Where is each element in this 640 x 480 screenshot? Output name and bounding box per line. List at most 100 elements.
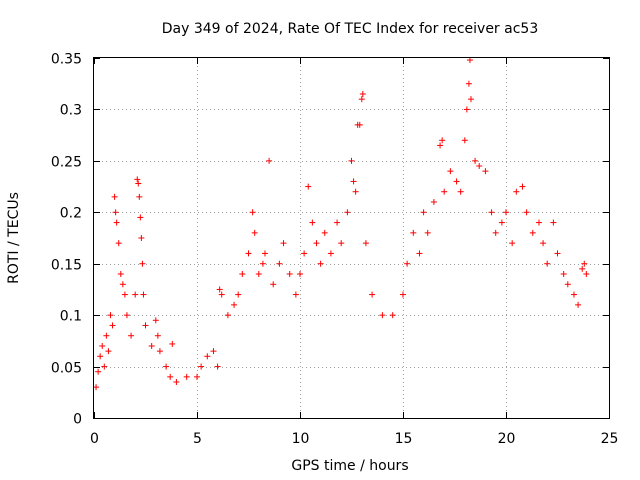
data-point (523, 209, 530, 216)
data-point (169, 340, 176, 347)
data-point (581, 260, 588, 267)
axis-ticks: 0 0.05 0.1 0.15 0.2 0.25 0.3 0.35 0 5 10 15 20 25 (51, 52, 619, 448)
y-tick-label: 0.05 (51, 361, 82, 377)
data-point (111, 193, 118, 200)
data-point (404, 260, 411, 267)
data-point (379, 312, 386, 319)
data-point (214, 363, 221, 370)
data-point (286, 271, 293, 277)
data-point (101, 363, 108, 370)
data-points (93, 57, 590, 391)
data-point (115, 240, 122, 247)
data-point (503, 209, 509, 216)
data-point (270, 281, 277, 288)
data-point (472, 157, 479, 164)
data-point (138, 235, 145, 241)
data-point (457, 188, 464, 195)
chart-title: Day 349 of 2024, Rate Of TEC Index for r… (162, 21, 538, 37)
data-point (305, 183, 312, 190)
data-point (134, 176, 141, 183)
x-axis-title: GPS time / hours (291, 458, 408, 474)
data-point (540, 240, 547, 247)
data-point (348, 157, 355, 164)
data-point (255, 271, 262, 277)
data-point (173, 379, 180, 385)
x-tick-label: 15 (395, 431, 413, 447)
y-axis-title: ROTI / TECUs (6, 192, 22, 284)
data-point (358, 96, 365, 103)
data-point (535, 219, 542, 226)
data-point (327, 250, 334, 257)
data-point (416, 250, 423, 257)
data-point (183, 373, 190, 380)
data-point (245, 250, 252, 257)
y-tick-label: 0.3 (60, 103, 82, 119)
data-point (163, 363, 170, 370)
data-point (103, 332, 110, 339)
data-point (266, 157, 273, 164)
data-point (579, 265, 586, 272)
plot-frame (93, 57, 610, 419)
x-tick-label: 0 (90, 431, 99, 447)
data-point (550, 219, 557, 226)
grid (94, 58, 609, 418)
y-tick-label: 0.25 (51, 155, 82, 171)
y-tick-label: 0 (73, 412, 82, 428)
data-point (529, 229, 536, 236)
data-point (338, 240, 345, 247)
data-point (400, 291, 406, 298)
data-point (251, 229, 258, 236)
data-point (461, 137, 468, 144)
data-point (216, 286, 223, 293)
data-point (137, 214, 144, 221)
data-point (437, 142, 444, 149)
data-point (492, 229, 499, 236)
data-point (439, 137, 446, 144)
data-point (564, 281, 571, 288)
data-point (301, 250, 308, 257)
y-tick-label: 0.1 (60, 309, 82, 325)
data-point (97, 353, 104, 360)
data-point (463, 106, 470, 113)
data-point (482, 168, 489, 175)
data-point (583, 271, 590, 277)
data-point (560, 271, 567, 277)
x-tick-label: 20 (498, 431, 516, 447)
data-point (136, 193, 143, 200)
data-point (148, 343, 155, 349)
data-point (121, 291, 128, 298)
data-point (292, 291, 299, 298)
data-point (128, 332, 135, 339)
data-point (369, 291, 376, 298)
data-point (359, 91, 366, 97)
data-point (132, 291, 139, 298)
data-point (334, 219, 341, 226)
data-point (140, 291, 147, 298)
x-tick-label: 5 (193, 431, 202, 447)
data-point (447, 168, 454, 175)
y-tick-label: 0.35 (51, 52, 82, 68)
data-point (198, 363, 205, 370)
data-point (313, 240, 320, 247)
data-point (554, 250, 561, 257)
data-point (93, 384, 100, 391)
data-point (297, 271, 303, 277)
data-point (389, 312, 396, 319)
data-point (509, 240, 516, 247)
data-point (488, 209, 495, 216)
data-point (167, 373, 174, 380)
data-point (519, 183, 526, 190)
data-point (410, 229, 417, 236)
data-point (135, 180, 142, 187)
data-point (113, 219, 120, 226)
data-point (350, 178, 357, 185)
data-point (321, 229, 328, 236)
y-tick-label: 0.15 (51, 258, 82, 274)
data-point (261, 250, 268, 257)
data-point (498, 219, 505, 226)
data-point (465, 80, 472, 87)
data-point (99, 343, 106, 349)
x-tick-label: 25 (601, 431, 619, 447)
data-point (152, 317, 159, 324)
data-point (239, 271, 246, 277)
